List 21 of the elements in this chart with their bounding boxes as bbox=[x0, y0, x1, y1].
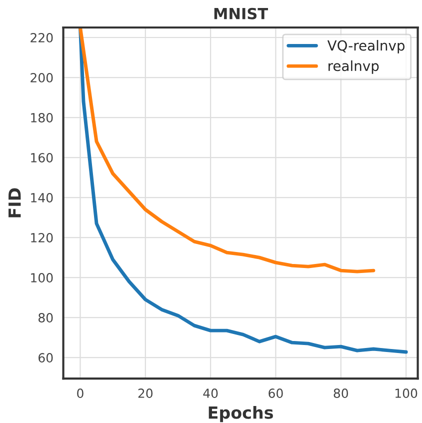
x-tick-label: 100 bbox=[395, 388, 418, 398]
y-tick-label: 100 bbox=[31, 273, 53, 282]
x-axis-title: Epochs bbox=[208, 406, 273, 422]
x-tick-label: 60 bbox=[268, 388, 283, 398]
x-tick-label: 40 bbox=[203, 388, 218, 398]
legend-label: realnvp bbox=[328, 60, 379, 74]
legend-label: VQ-realnvp bbox=[327, 40, 405, 54]
x-tick-label: 20 bbox=[138, 388, 153, 398]
chart-title: MNIST bbox=[214, 8, 268, 20]
y-tick-label: 60 bbox=[38, 353, 53, 363]
y-tick-label: 200 bbox=[30, 72, 53, 82]
y-axis-title: FID bbox=[8, 188, 21, 218]
y-tick-label: 120 bbox=[31, 233, 53, 242]
y-tick-label: 220 bbox=[30, 32, 53, 42]
x-tick-label: 80 bbox=[334, 388, 348, 398]
x-tick-label: 0 bbox=[77, 388, 84, 398]
y-tick-label: 140 bbox=[31, 193, 53, 202]
y-tick-label: 180 bbox=[31, 112, 53, 122]
y-tick-label: 80 bbox=[38, 313, 53, 322]
y-tick-label: 160 bbox=[31, 153, 53, 162]
line-series bbox=[78, 27, 408, 354]
